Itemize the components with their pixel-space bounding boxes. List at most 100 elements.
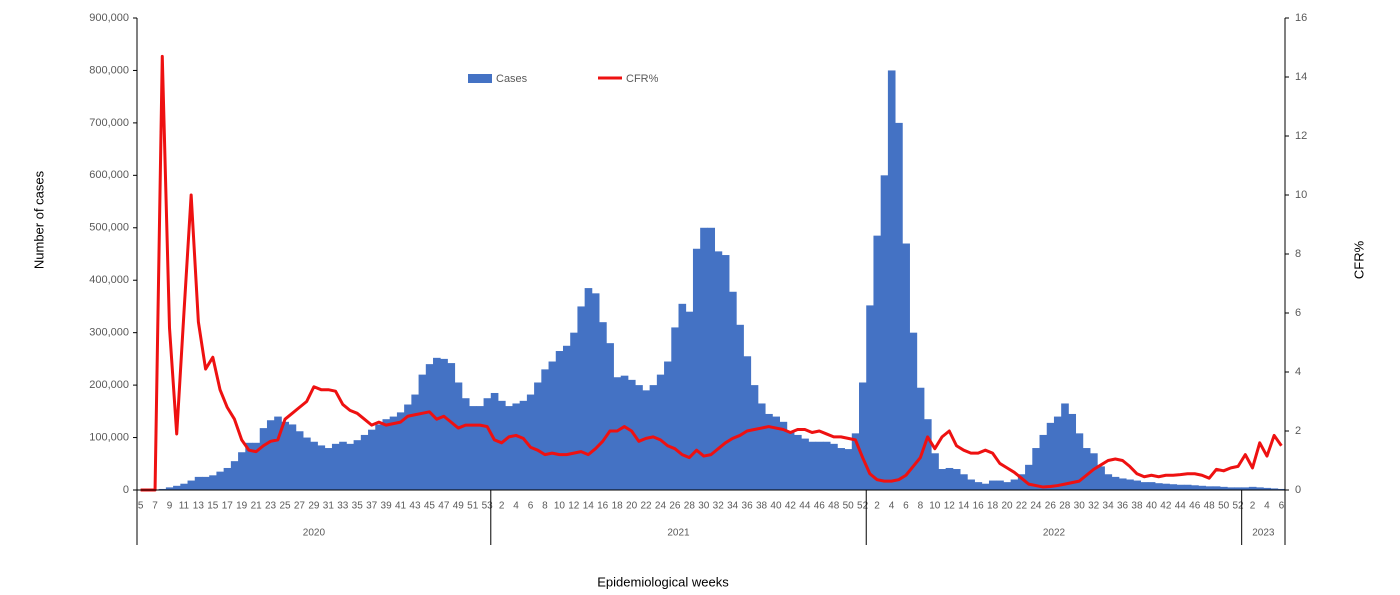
x-tick-label: 8: [542, 501, 548, 512]
y-tick-label: 700,000: [89, 117, 129, 129]
bar: [360, 434, 369, 490]
legend-label: CFR%: [626, 73, 659, 85]
x-tick-label: 53: [482, 501, 494, 512]
bar: [418, 374, 427, 490]
bar: [447, 363, 456, 490]
x-tick-label: 2: [1250, 501, 1256, 512]
x-tick-label: 16: [973, 501, 985, 512]
x-tick-label: 26: [669, 501, 681, 512]
x-tick-label: 20: [626, 501, 638, 512]
bar: [656, 374, 665, 490]
x-tick-label: 20: [1001, 501, 1013, 512]
bar: [440, 358, 448, 490]
bar: [411, 394, 419, 490]
bar: [375, 424, 383, 490]
x-tick-label: 26: [1045, 501, 1057, 512]
y-tick-label: 200,000: [89, 379, 129, 391]
x-tick-label: 22: [1016, 501, 1028, 512]
x-tick-label: 36: [1117, 501, 1129, 512]
bar: [526, 394, 535, 490]
bar: [324, 448, 333, 490]
bar: [230, 461, 239, 490]
bar: [685, 311, 694, 490]
x-tick-label: 29: [308, 501, 320, 512]
x-tick-label: 48: [828, 501, 840, 512]
bar: [1075, 433, 1084, 490]
bar: [1183, 484, 1192, 490]
bar: [765, 413, 773, 490]
x-tick-label: 4: [1264, 501, 1270, 512]
x-tick-label: 51: [467, 501, 479, 512]
y-tick-label: 600,000: [89, 169, 129, 181]
x-tick-label: 43: [409, 501, 421, 512]
bar: [895, 122, 903, 490]
bar: [584, 288, 593, 490]
y-tick-label: 400,000: [89, 274, 129, 286]
x-tick-label: 50: [1218, 501, 1230, 512]
bar: [281, 421, 290, 490]
y2-tick-label: 6: [1295, 307, 1301, 319]
x-tick-label: 14: [583, 501, 595, 512]
bar: [887, 70, 896, 490]
bar: [866, 305, 874, 490]
bar: [396, 412, 405, 490]
bar: [945, 467, 954, 490]
x-tick-label: 39: [381, 501, 393, 512]
bar: [1118, 478, 1127, 490]
x-tick-label: 13: [193, 501, 205, 512]
bar: [1090, 453, 1098, 490]
bar: [988, 480, 997, 490]
y2-axis-title: CFR%: [1351, 240, 1366, 279]
x-tick-label: 2: [499, 501, 505, 512]
x-tick-label: 18: [987, 501, 999, 512]
y2-tick-label: 2: [1295, 425, 1301, 437]
x-tick-label: 14: [958, 501, 970, 512]
bar: [1068, 413, 1077, 490]
y2-tick-label: 4: [1295, 366, 1301, 378]
bar: [1133, 480, 1141, 490]
bar: [772, 416, 780, 490]
bar: [245, 442, 253, 490]
bar: [498, 400, 506, 490]
y2-tick-label: 10: [1295, 189, 1307, 201]
x-tick-label: 40: [770, 501, 782, 512]
year-label: 2020: [303, 528, 326, 539]
bar: [1169, 484, 1178, 490]
bar: [700, 227, 708, 490]
bar: [642, 390, 651, 490]
bar: [303, 437, 311, 490]
bar: [194, 476, 203, 490]
x-tick-label: 5: [138, 501, 144, 512]
bar: [331, 443, 340, 490]
bar: [454, 382, 463, 490]
year-label: 2022: [1043, 528, 1066, 539]
bar: [736, 324, 744, 490]
y-tick-label: 100,000: [89, 431, 129, 443]
x-tick-label: 30: [1074, 501, 1086, 512]
bar: [1003, 482, 1012, 490]
x-tick-label: 46: [1189, 501, 1201, 512]
bar: [1155, 483, 1163, 490]
x-tick-label: 28: [684, 501, 696, 512]
x-tick-label: 25: [279, 501, 291, 512]
y-tick-label: 0: [123, 484, 129, 496]
bar: [844, 449, 853, 490]
bar: [808, 441, 817, 490]
bar: [317, 445, 326, 490]
bar: [1191, 485, 1199, 490]
x-tick-label: 15: [207, 501, 219, 512]
bar: [1176, 484, 1185, 490]
bar: [620, 375, 629, 490]
bar: [902, 243, 910, 490]
legend-swatch: [468, 74, 492, 83]
bar: [483, 398, 492, 490]
bar: [274, 416, 282, 490]
bar: [180, 483, 188, 490]
x-tick-label: 16: [597, 501, 609, 512]
bar: [461, 398, 470, 490]
bar: [519, 400, 528, 490]
x-tick-label: 30: [698, 501, 710, 512]
bar: [577, 306, 586, 490]
bar: [555, 351, 564, 490]
